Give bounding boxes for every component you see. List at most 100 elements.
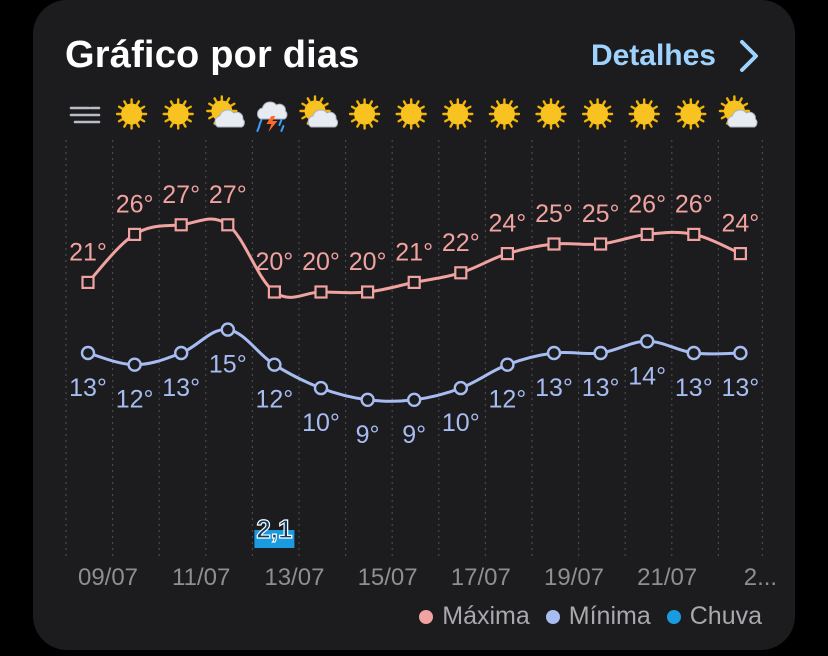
max-point [81,275,95,289]
max-point [547,237,561,251]
min-label: 13° [535,374,573,402]
partly-cloudy-icon [214,109,245,128]
max-label: 21° [395,238,433,266]
sun-icon [488,98,521,130]
legend-item-min: Mínima [545,602,651,631]
max-point [454,266,468,280]
max-label: 26° [116,190,154,218]
fog-icon [69,106,101,124]
min-point [593,345,608,361]
min-label: 9° [356,421,380,449]
details-label: Detalhes [590,39,716,72]
legend-dot-max [419,609,434,624]
legend-label-min: Mínima [568,602,651,630]
min-point [80,345,96,361]
max-label: 27° [209,181,247,209]
min-point [220,322,236,337]
min-point [360,392,375,407]
rain-bar [254,530,295,548]
min-label: 15° [209,351,247,379]
max-point [128,227,142,241]
max-label: 24° [721,210,759,238]
x-tick-label: 09/07 [78,564,138,591]
sun-icon [535,98,567,130]
x-tick-label: 19/07 [544,564,604,591]
max-label: 26° [675,190,713,218]
max-label: 21° [69,238,107,266]
min-label: 12° [255,386,293,414]
max-point [733,247,748,261]
min-label: 13° [69,374,107,402]
min-label: 12° [488,386,526,414]
max-point [314,285,328,299]
sun-icon [628,98,660,130]
legend-label-max: Máxima [442,602,530,630]
max-label: 22° [442,229,480,257]
min-point [733,345,748,361]
sun-icon [395,98,427,130]
details-button[interactable]: Detalhes [591,38,762,74]
max-label: 26° [628,190,666,218]
partly-cloudy-icon [307,109,339,128]
min-point [500,357,515,372]
sun-icon [581,98,614,130]
min-point [686,345,701,361]
max-point [361,285,375,299]
min-label: 10° [302,409,340,437]
legend-dot-rain [666,609,681,624]
legend-item-max: Máxima [419,602,530,631]
max-point [267,285,281,299]
partly-cloudy-icon [727,109,758,128]
sun-icon [675,98,707,130]
max-point [221,218,235,232]
min-label: 13° [721,374,759,402]
min-label: 13° [675,374,713,402]
max-label: 27° [162,181,200,209]
legend-dot-min [545,609,560,624]
max-label: 20° [255,248,293,276]
max-point [500,247,514,261]
legend-item-rain: Chuva [666,602,762,631]
min-label: 14° [628,362,666,390]
min-point [640,334,655,349]
chevron-right-icon [740,40,758,72]
min-label: 13° [582,374,620,402]
max-label: 20° [349,248,387,276]
min-label: 12° [116,386,154,414]
chart-legend: Máxima Mínima Chuva [403,602,762,631]
max-point [640,227,654,241]
x-tick-label: 15/07 [358,564,418,591]
max-label: 20° [302,248,340,276]
max-point [407,275,421,289]
sun-icon [115,98,148,130]
min-point [173,345,189,361]
min-label: 10° [442,409,480,437]
max-label: 24° [488,210,526,238]
min-point [127,357,142,372]
max-point [687,227,701,241]
max-label: 25° [582,200,620,228]
min-label: 13° [162,374,200,402]
x-tick-label: 13/07 [264,564,324,591]
card-title: Gráfico por dias [65,34,360,76]
min-point [313,380,329,396]
sun-icon [442,98,474,130]
sun-icon [348,98,381,130]
thunderstorm-icon [256,101,288,132]
min-point [453,380,468,396]
sun-icon [162,98,194,130]
x-tick-label: 21/07 [637,564,697,591]
rain-label: 2,1 [256,514,292,544]
max-point [174,218,188,232]
min-point [267,357,282,372]
min-point [546,345,562,361]
x-tick-label: 17/07 [451,564,511,591]
min-point [407,392,422,407]
legend-label-rain: Chuva [689,602,762,630]
min-label: 9° [402,421,426,449]
max-label: 25° [535,200,573,228]
max-point [593,237,608,251]
x-tick-label: 2... [744,564,777,591]
x-tick-label: 11/07 [172,564,230,591]
